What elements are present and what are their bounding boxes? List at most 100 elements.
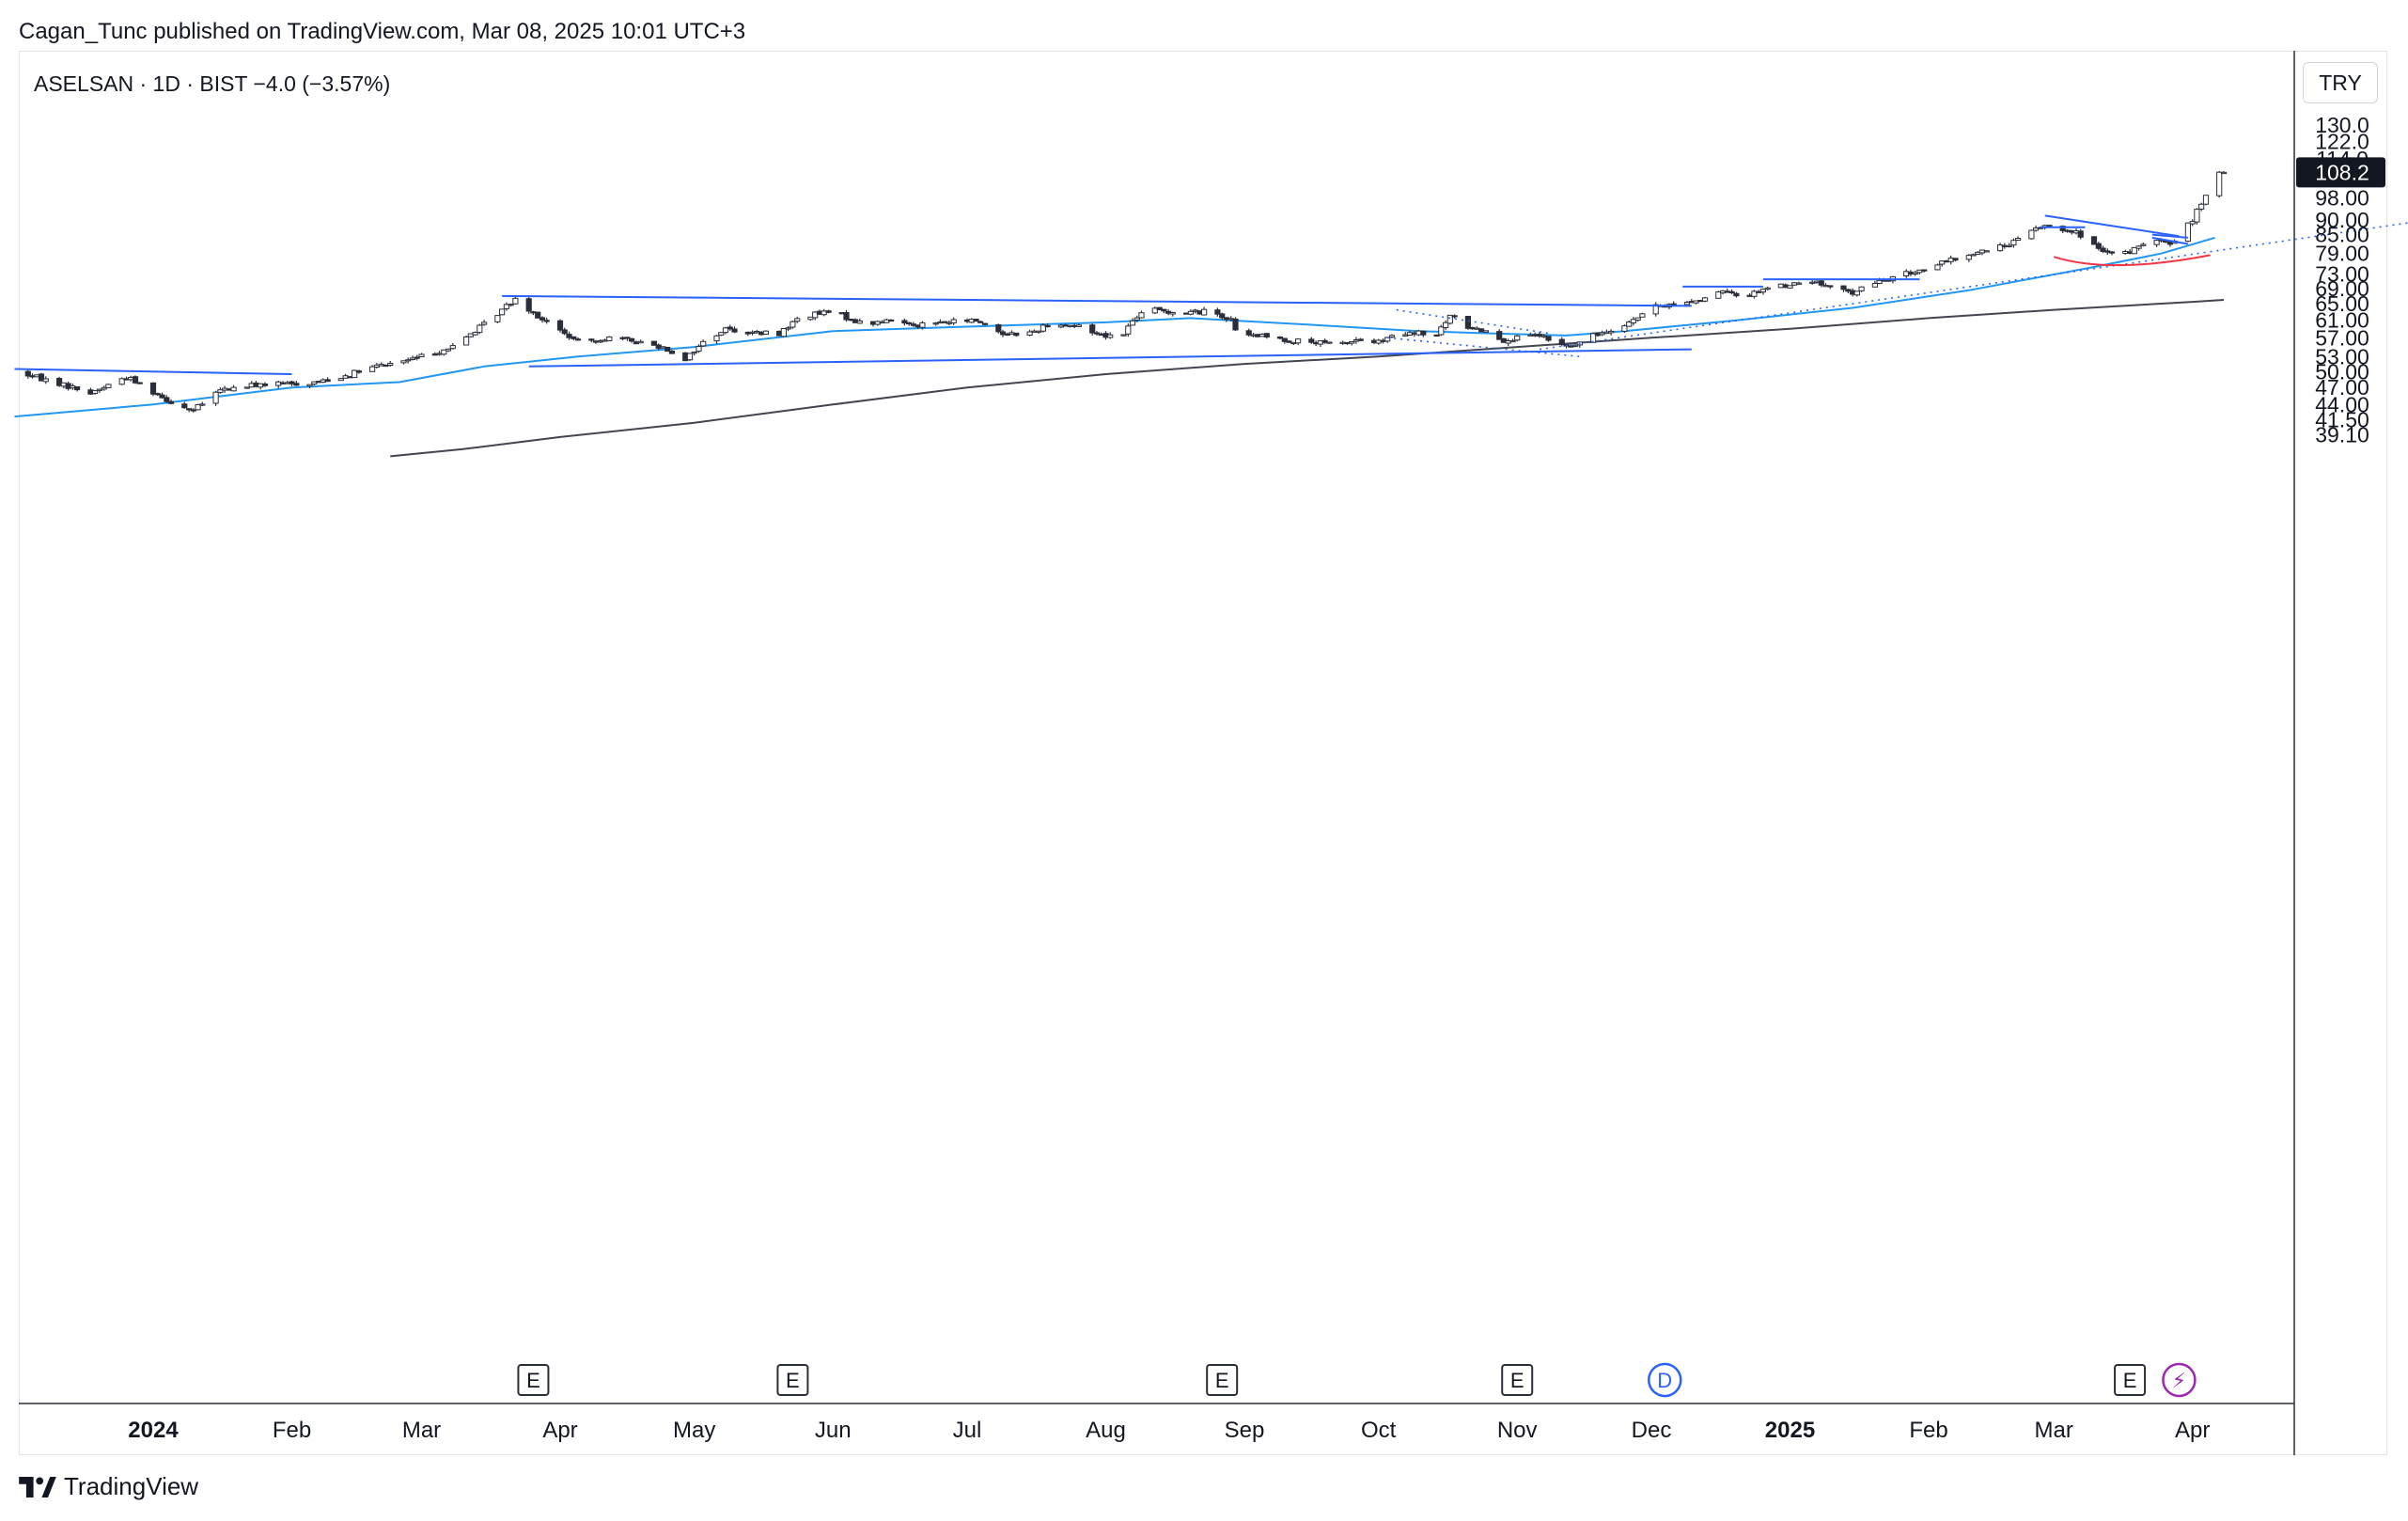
candle-body [414,356,420,359]
candle-body [136,382,143,384]
candle-body [1451,315,1458,318]
price-tick-label: 44.00 [2315,392,2369,416]
candle-body [1536,334,1543,337]
trendline [2044,214,2180,238]
price-tick-label: 53.00 [2315,344,2369,368]
price-tick-label: 39.10 [2315,423,2369,447]
candle-body [539,317,546,321]
candle-body [2015,238,2022,241]
candle-body [2006,244,2012,247]
candle-body [449,345,456,350]
candle-body [74,386,81,391]
candle-body [1125,325,1132,335]
candle-body [1232,318,1239,331]
candle-body [289,381,295,384]
candle-body [1161,308,1167,312]
ma-slow-line [390,299,2225,458]
earnings-marker-label: E [1510,1369,1525,1392]
time-tick-label: Dec [1632,1418,1672,1443]
candle-body [369,366,376,372]
candle-body [2153,240,2160,245]
currency-button[interactable]: TRY [2303,62,2378,103]
candle-body [1572,344,1579,347]
candle-body [1590,333,1597,343]
candle-body [1120,334,1127,337]
candle-body [696,346,702,353]
tradingview-brand[interactable]: TradingView [19,1472,198,1501]
candle-body [1558,338,1565,345]
candle-body [950,319,957,323]
candle-body [1683,302,1691,306]
candle-body [999,331,1007,336]
candle-body [481,321,488,325]
candle-body [1187,310,1195,315]
time-tick-label: Mar [402,1418,441,1443]
time-tick-label: Feb [1909,1418,1947,1443]
candle-body [1464,316,1472,329]
time-tick-label: Apr [542,1418,577,1443]
candle-body [1443,321,1449,329]
candle-body [1626,321,1633,327]
candle-body [472,332,478,336]
candle-body [727,326,733,330]
candle-body [92,390,99,394]
candle-body [1093,332,1101,335]
price-tick-label: 98.00 [2315,186,2369,211]
candle-body [888,319,895,322]
chart-frame [19,51,2387,1455]
price-tick-label: 47.00 [2315,375,2369,400]
dividend-marker [1647,1362,1682,1398]
candle-body [700,340,707,347]
candle-body [324,379,331,383]
candle-body [807,316,814,321]
candle-body [629,337,635,342]
candle-body [195,404,201,411]
candle-body [790,321,796,328]
candle-body [512,297,519,305]
candle-body [2077,230,2084,238]
candle-body [293,383,300,386]
trendline [14,368,292,375]
candle-body [574,338,582,341]
candle-body [2220,171,2228,175]
candle-body [556,320,564,331]
candle-body [1388,335,1396,338]
price-axis[interactable]: 130.0122.0114.0106.098.0090.0085.0079.00… [2296,113,2385,447]
candle-body [212,391,219,404]
candle-body [1853,290,1860,296]
earnings-marker [776,1364,809,1396]
candle-body [1715,291,1722,299]
candle-body [1876,279,1883,284]
time-tick-label: Aug [1086,1418,1126,1443]
time-axis[interactable]: 2024 Feb Mar Apr May Jun Jul Aug Sep Oct Nov Dec 202… [128,1418,2210,1443]
candle-body [1764,287,1771,290]
price-tick-label: 41.50 [2315,407,2369,431]
candle-body [1827,285,1834,288]
candle-body [2202,195,2210,205]
candle-body [1818,280,1824,286]
candle-body [794,318,801,322]
candle-body [1263,333,1270,338]
candle-body [503,304,509,309]
last-price-tag [2296,157,2385,188]
time-tick-label: Sep [1225,1418,1265,1443]
candle-body [2059,226,2066,231]
candle-body [1089,324,1096,334]
candle-body [1295,338,1302,344]
candle-body [2028,229,2035,240]
candle-body [337,378,344,382]
candle-body [1751,290,1758,297]
symbol-legend[interactable]: ASELSAN · 1D · BIST −4.0 (−3.57%) [34,71,391,96]
candle-body [780,328,787,337]
candle-body [311,381,318,385]
dotted-trendline [1539,222,2408,351]
candle-body [230,386,237,392]
time-tick-label: Feb [273,1418,311,1443]
candle-body [637,340,644,344]
candle-body [1630,319,1637,323]
candle-body [154,393,161,396]
candle-body [1286,340,1292,343]
candle-body [24,370,31,377]
time-tick-label: Apr [2175,1418,2210,1443]
